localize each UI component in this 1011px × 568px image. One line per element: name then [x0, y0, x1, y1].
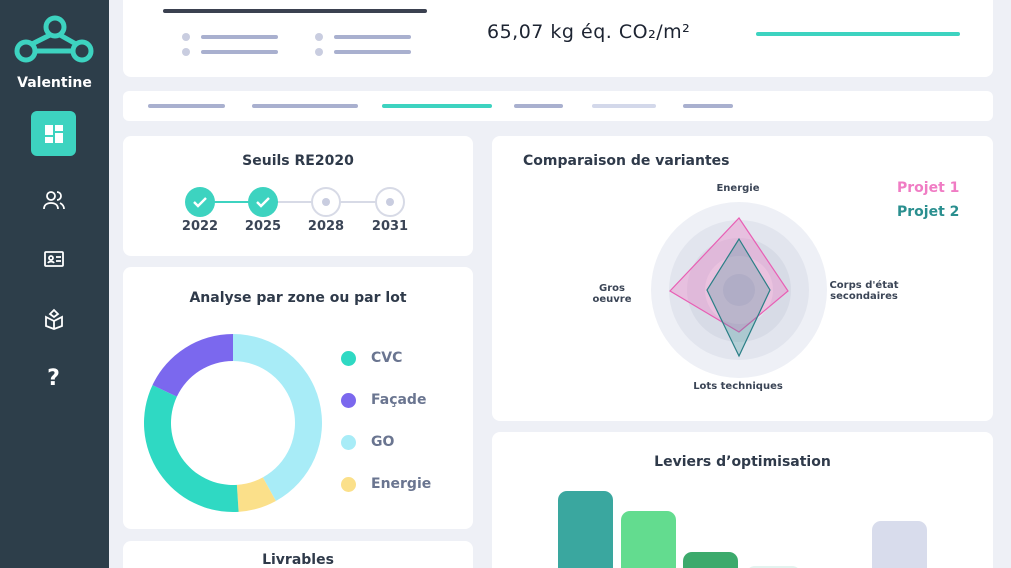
donut-slice-cvc — [144, 385, 239, 512]
year-label: 2031 — [371, 219, 409, 234]
lever-bar — [746, 566, 801, 568]
legend-label: GO — [371, 434, 395, 450]
placeholder-dot — [315, 48, 323, 56]
users-icon — [42, 190, 65, 209]
tab[interactable] — [683, 104, 733, 108]
legend-dot — [341, 350, 356, 366]
placeholder-dot — [182, 33, 190, 41]
legend-label: Façade — [371, 392, 427, 408]
legend-projet-1: Projet 1 — [897, 180, 960, 196]
tab-active[interactable] — [382, 104, 492, 108]
kpi-value: 65,07 kg éq. CO₂/m² — [487, 21, 691, 43]
legend-dot — [341, 476, 356, 492]
year-label: 2025 — [244, 219, 282, 234]
donut-slice-energie — [236, 477, 276, 512]
radar-ring — [723, 274, 755, 306]
kpi-progress-bar — [756, 32, 960, 36]
placeholder-dot — [315, 33, 323, 41]
legend-label: Energie — [371, 476, 432, 492]
radar-series-projet-1 — [669, 217, 789, 333]
id-card-icon — [43, 250, 64, 267]
radar-chart — [651, 202, 827, 378]
tab[interactable] — [592, 104, 656, 108]
box-icon — [44, 308, 63, 330]
thresholds-title: Seuils RE2020 — [242, 153, 354, 169]
step-2031 — [375, 187, 405, 217]
legend-dot — [341, 434, 356, 450]
legend-item-energie: Energie — [341, 474, 431, 494]
levers-card: Leviers d’optimisation — [492, 432, 993, 568]
legend-projet-2: Projet 2 — [897, 204, 960, 220]
check-icon — [256, 197, 270, 208]
sidebar: Valentine ? — [0, 0, 109, 568]
legend-dot — [341, 392, 356, 408]
lever-bar — [872, 521, 927, 568]
radar-axis-label-right: Corps d'état secondaires — [829, 280, 899, 302]
donut-slice-façade — [152, 334, 233, 397]
tab[interactable] — [148, 104, 225, 108]
nav-dashboard[interactable] — [31, 111, 76, 156]
kpi-card — [123, 0, 993, 77]
header-bar — [163, 9, 427, 13]
year-label: 2028 — [307, 219, 345, 234]
placeholder-line — [201, 35, 278, 39]
lever-bar — [558, 491, 613, 568]
placeholder-line — [334, 35, 411, 39]
radar-series-projet-2 — [706, 237, 771, 358]
analysis-donut-chart — [144, 334, 323, 512]
step-2028 — [311, 187, 341, 217]
lever-bar — [621, 511, 676, 568]
analysis-title: Analyse par zone ou par lot — [189, 290, 407, 306]
tab[interactable] — [252, 104, 358, 108]
radar-axis-label-left: Gros oeuvre — [592, 283, 632, 305]
help-icon: ? — [47, 366, 60, 391]
nav-box[interactable] — [31, 296, 76, 341]
placeholder-line — [334, 50, 411, 54]
deliverables-card: Livrables — [123, 541, 473, 568]
deliverables-title: Livrables — [262, 552, 334, 568]
thresholds-card: Seuils RE2020 2022 2025 2028 2031 — [123, 136, 473, 256]
levers-title: Leviers d’optimisation — [654, 454, 831, 470]
legend-item-cvc: CVC — [341, 348, 402, 368]
year-label: 2022 — [181, 219, 219, 234]
legend-label: CVC — [371, 350, 403, 366]
lever-bar — [683, 552, 738, 568]
step-2025 — [248, 187, 278, 217]
nav-id-card[interactable] — [31, 236, 76, 281]
nav-users[interactable] — [31, 177, 76, 222]
tabs-strip — [123, 91, 993, 121]
placeholder-dot — [182, 48, 190, 56]
valentine-logo[interactable] — [14, 14, 96, 68]
legend-item-facade: Façade — [341, 390, 426, 410]
nav-help[interactable]: ? — [31, 356, 76, 401]
tab[interactable] — [514, 104, 563, 108]
donut-slice-go — [233, 334, 323, 501]
radar-axis-label-top: Energie — [716, 183, 760, 194]
check-icon — [193, 197, 207, 208]
brand-name: Valentine — [17, 75, 92, 91]
step-2022 — [185, 187, 215, 217]
placeholder-line — [201, 50, 278, 54]
radar-axis-label-bottom: Lots techniques — [693, 381, 783, 392]
comparison-title: Comparaison de variantes — [523, 153, 730, 169]
dashboard-icon — [44, 124, 63, 143]
legend-item-go: GO — [341, 432, 394, 452]
